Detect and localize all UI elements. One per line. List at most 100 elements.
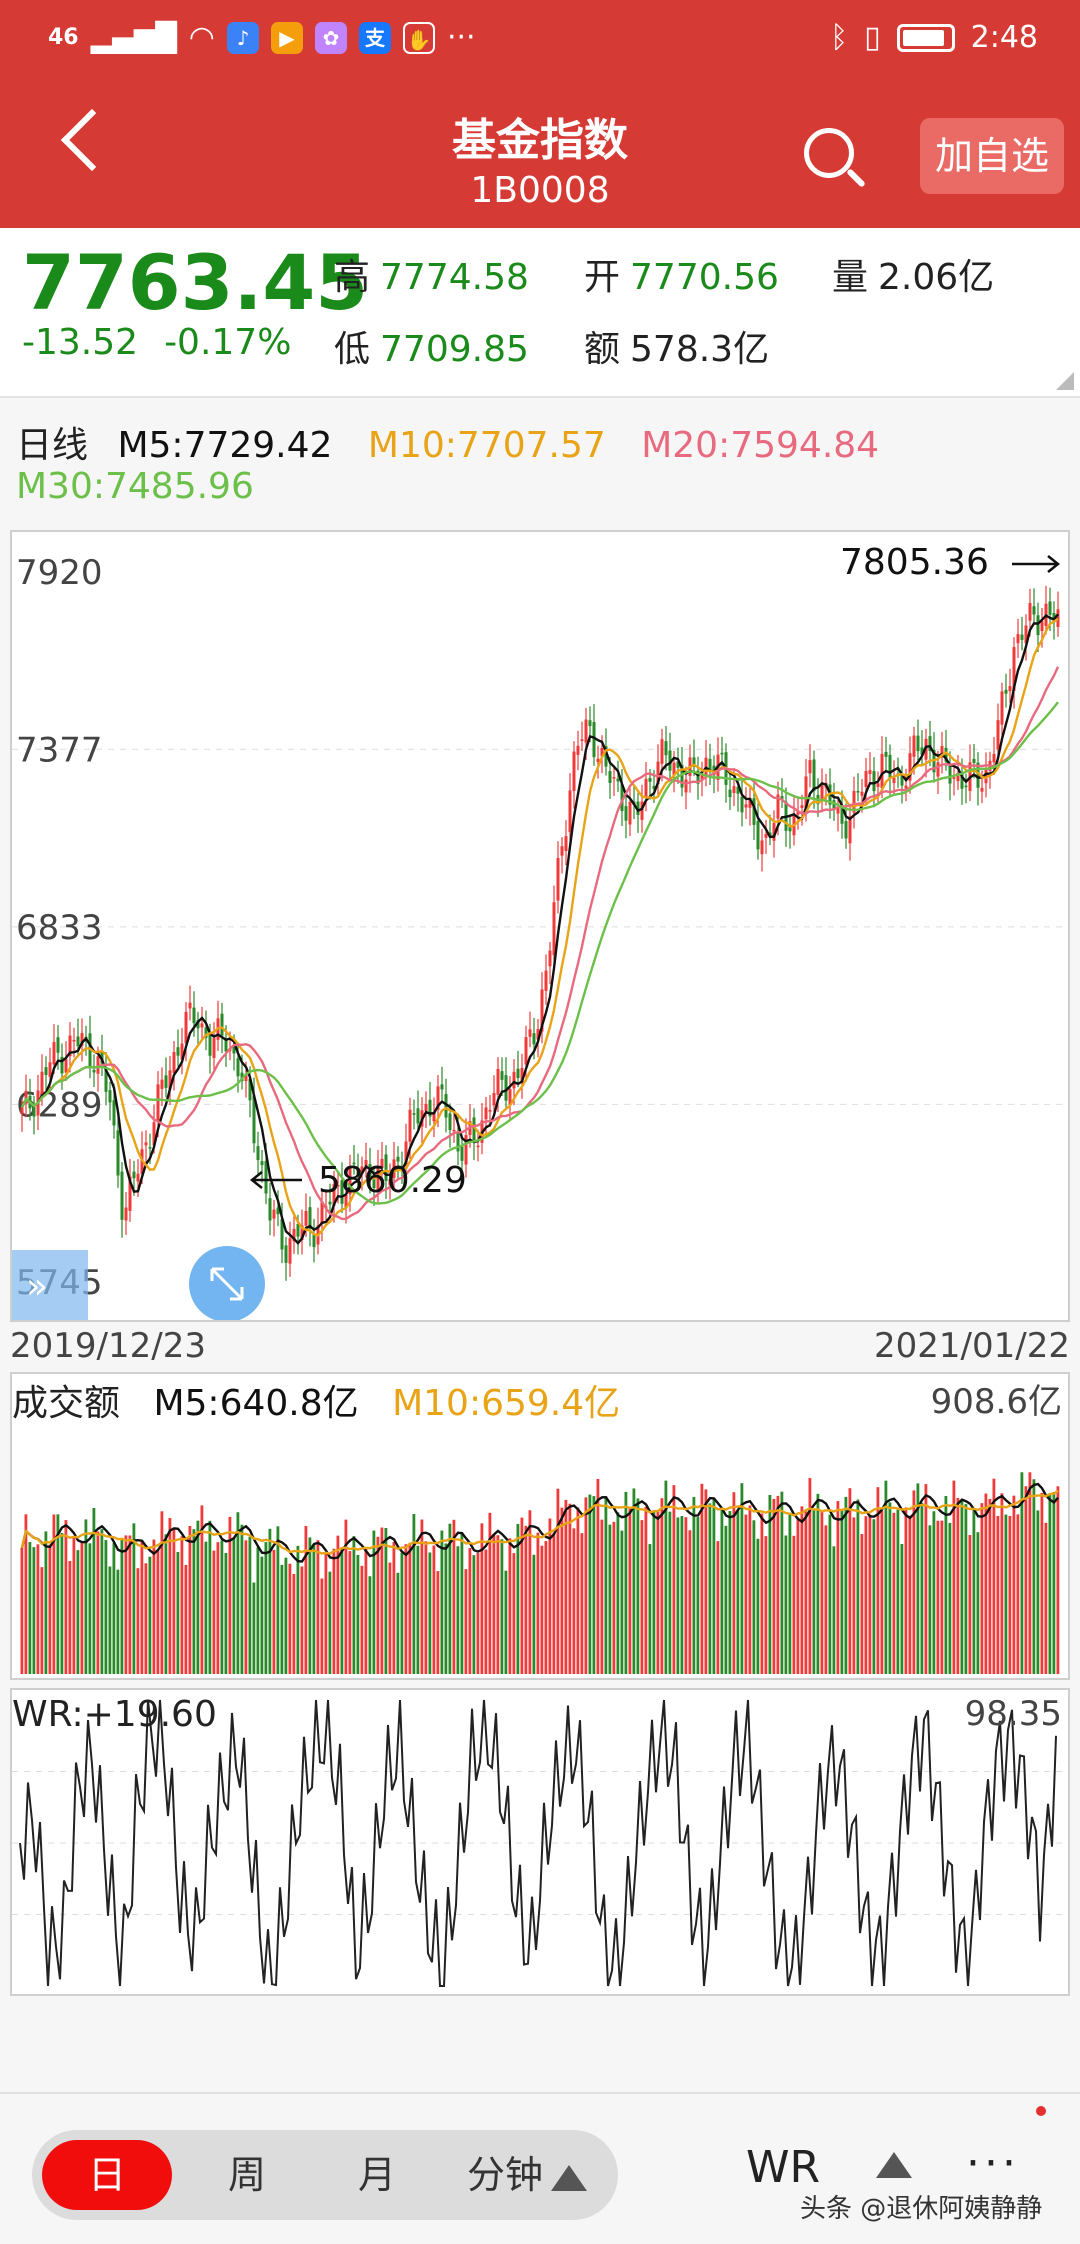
- candle-body: [536, 1029, 540, 1040]
- volume-bar: [532, 1554, 536, 1674]
- volume-bar: [1016, 1514, 1020, 1674]
- volume-bar: [860, 1534, 864, 1674]
- candle-body: [608, 771, 612, 783]
- volume-bar: [924, 1484, 928, 1674]
- candle-body: [300, 1225, 304, 1241]
- music-app-icon: ♪: [226, 21, 259, 54]
- volume-bar: [676, 1517, 680, 1674]
- search-icon[interactable]: [804, 128, 854, 178]
- volume-bar: [888, 1502, 892, 1674]
- tab-day[interactable]: 日: [42, 2140, 172, 2210]
- wr-chart[interactable]: WR:+19.60 98.35: [10, 1688, 1070, 1996]
- candle-body: [160, 1079, 164, 1089]
- candle-body: [852, 790, 856, 813]
- volume-bar: [172, 1528, 176, 1674]
- candle-body: [680, 764, 684, 788]
- candle-body: [352, 1162, 356, 1165]
- volume-bar: [640, 1520, 644, 1674]
- candle-body: [172, 1052, 176, 1073]
- signal-bars-icon: ▂▄▆█: [90, 21, 177, 54]
- tab-minute[interactable]: 分钟: [442, 2140, 612, 2210]
- candle-body: [20, 1107, 24, 1114]
- candle-body: [500, 1071, 504, 1080]
- tab-week[interactable]: 周: [227, 2153, 266, 2197]
- volume-bar: [664, 1480, 668, 1674]
- volume-bar: [316, 1540, 320, 1674]
- volume-bar: [856, 1499, 860, 1674]
- candle-body: [108, 1090, 112, 1103]
- volume-bar: [884, 1480, 888, 1674]
- volume-bar: [152, 1539, 156, 1674]
- volume-bar: [128, 1535, 132, 1674]
- candle-body: [916, 735, 920, 752]
- candle-body: [356, 1168, 360, 1176]
- volume-bar: [756, 1538, 760, 1674]
- candle-body: [440, 1084, 444, 1090]
- high-annotation: 7805.36: [840, 542, 989, 583]
- candle-body: [732, 786, 736, 794]
- volume-title: 成交额: [12, 1383, 121, 1424]
- candle-body: [1004, 689, 1008, 694]
- volume-bar: [748, 1505, 752, 1674]
- candle-body: [740, 796, 744, 813]
- candle-body: [808, 760, 812, 774]
- volume-bar: [212, 1550, 216, 1674]
- candle-body: [568, 790, 572, 833]
- volume-bar: [304, 1525, 308, 1674]
- candle-body: [244, 1075, 248, 1082]
- volume-bar: [1008, 1515, 1012, 1674]
- candle-body: [588, 720, 592, 727]
- indicator-selector[interactable]: WR: [746, 2142, 821, 2193]
- volume-bar: [504, 1570, 508, 1674]
- candle-body: [60, 1056, 64, 1074]
- candle-body: [592, 722, 596, 758]
- candle-body: [756, 820, 760, 850]
- price-change: -13.52 -0.17%: [22, 322, 291, 363]
- volume-bar: [500, 1539, 504, 1674]
- volume-bar: [1024, 1486, 1028, 1674]
- candle-body: [644, 778, 648, 799]
- tab-month[interactable]: 月: [357, 2153, 396, 2197]
- candle-body: [532, 1033, 536, 1045]
- volume-item: 量 2.06亿: [832, 248, 994, 300]
- candle-body: [116, 1130, 120, 1176]
- candle-body: [296, 1224, 300, 1237]
- candle-body: [256, 1146, 260, 1160]
- candle-body: [276, 1207, 280, 1215]
- wr-title: WR:+19.60: [12, 1694, 217, 1735]
- candle-body: [944, 747, 948, 762]
- notification-dot: [1036, 2106, 1046, 2116]
- indicator-triangle-icon[interactable]: [876, 2152, 912, 2178]
- expand-corner-icon[interactable]: [1056, 372, 1074, 390]
- candle-body: [964, 785, 968, 788]
- volume-bar: [808, 1478, 812, 1674]
- candle-body: [176, 1047, 180, 1056]
- candle-body: [676, 761, 680, 768]
- candle-body: [508, 1089, 512, 1105]
- candle-body: [464, 1135, 468, 1165]
- volume-bar: [696, 1517, 700, 1674]
- candle-body: [744, 804, 748, 808]
- volume-bar: [512, 1553, 516, 1674]
- add-favorite-button[interactable]: 加自选: [920, 118, 1064, 194]
- volume-chart[interactable]: 成交额 M5:640.8亿 M10:659.4亿 908.6亿: [10, 1372, 1070, 1680]
- volume-bar: [552, 1533, 556, 1674]
- volume-bar: [56, 1514, 60, 1674]
- candle-body: [996, 720, 1000, 750]
- candle-body: [520, 1067, 524, 1083]
- candle-body: [44, 1067, 48, 1076]
- volume-bar: [624, 1491, 628, 1674]
- candle-body: [448, 1113, 452, 1130]
- volume-bar: [584, 1497, 588, 1674]
- candle-body: [820, 785, 824, 800]
- volume-bar: [508, 1538, 512, 1674]
- x-end-label: 2021/01/22: [874, 1326, 1070, 1366]
- more-options-icon[interactable]: ···: [966, 2138, 1020, 2189]
- volume-bar: [1056, 1486, 1060, 1674]
- watermark: 头条 @退休阿姨静静: [800, 2194, 1043, 2224]
- y-tick-label: 6833: [16, 908, 103, 948]
- candle-body: [856, 791, 860, 793]
- low-label: 低: [334, 329, 371, 370]
- candle-body: [320, 1201, 324, 1225]
